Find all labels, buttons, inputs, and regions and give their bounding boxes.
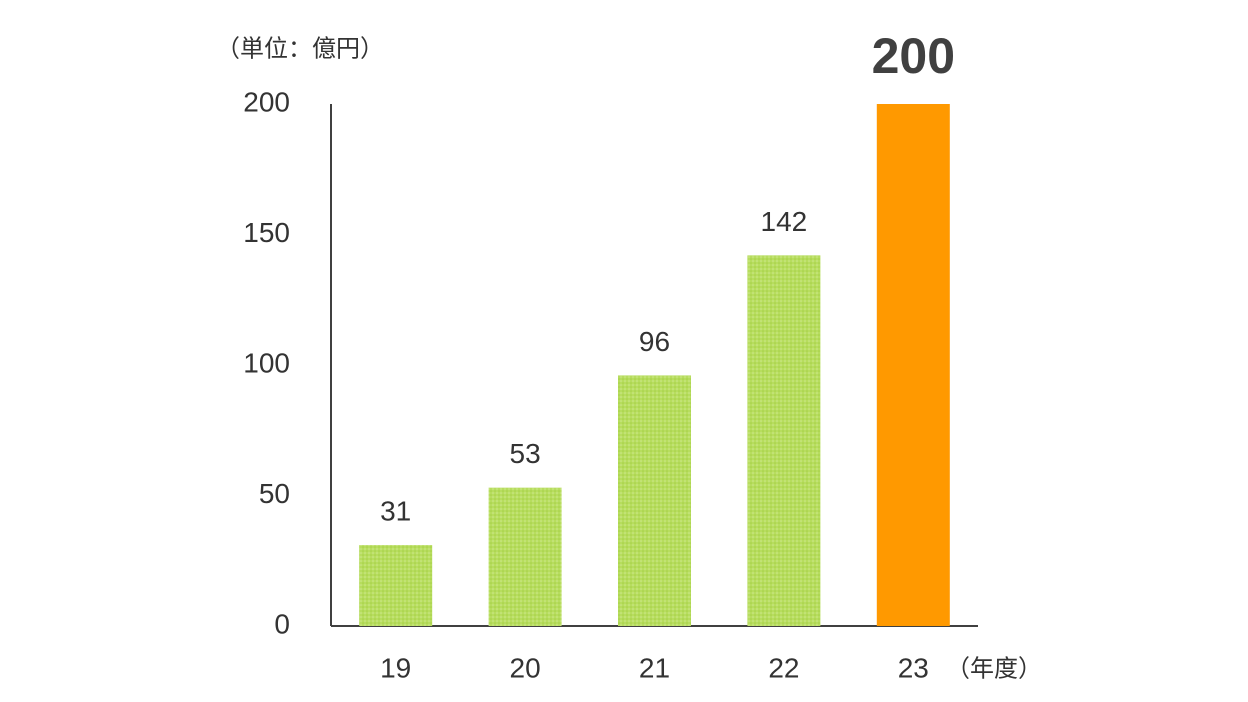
y-tick-label: 200	[243, 86, 290, 117]
x-tick-label: 23	[898, 652, 929, 683]
x-tick-label: 19	[380, 652, 411, 683]
y-tick-label: 150	[243, 217, 290, 248]
data-label: 96	[639, 326, 670, 357]
bar	[747, 255, 821, 626]
y-tick-label: 0	[274, 608, 290, 639]
x-axis-label: （年度）	[946, 655, 1042, 682]
data-label: 53	[510, 438, 541, 469]
x-tick-label: 22	[768, 652, 799, 683]
y-axis-label: （単位：億円）	[216, 35, 384, 62]
x-tick-label: 20	[510, 652, 541, 683]
y-tick-label: 50	[259, 478, 290, 509]
data-label: 200	[872, 28, 955, 84]
bar	[876, 104, 950, 626]
bar	[618, 375, 691, 626]
y-tick-label: 100	[243, 347, 290, 378]
bar	[488, 487, 562, 626]
data-label: 142	[761, 206, 808, 237]
data-label: 31	[380, 495, 411, 526]
x-tick-label: 21	[639, 652, 670, 683]
bar	[359, 545, 433, 626]
